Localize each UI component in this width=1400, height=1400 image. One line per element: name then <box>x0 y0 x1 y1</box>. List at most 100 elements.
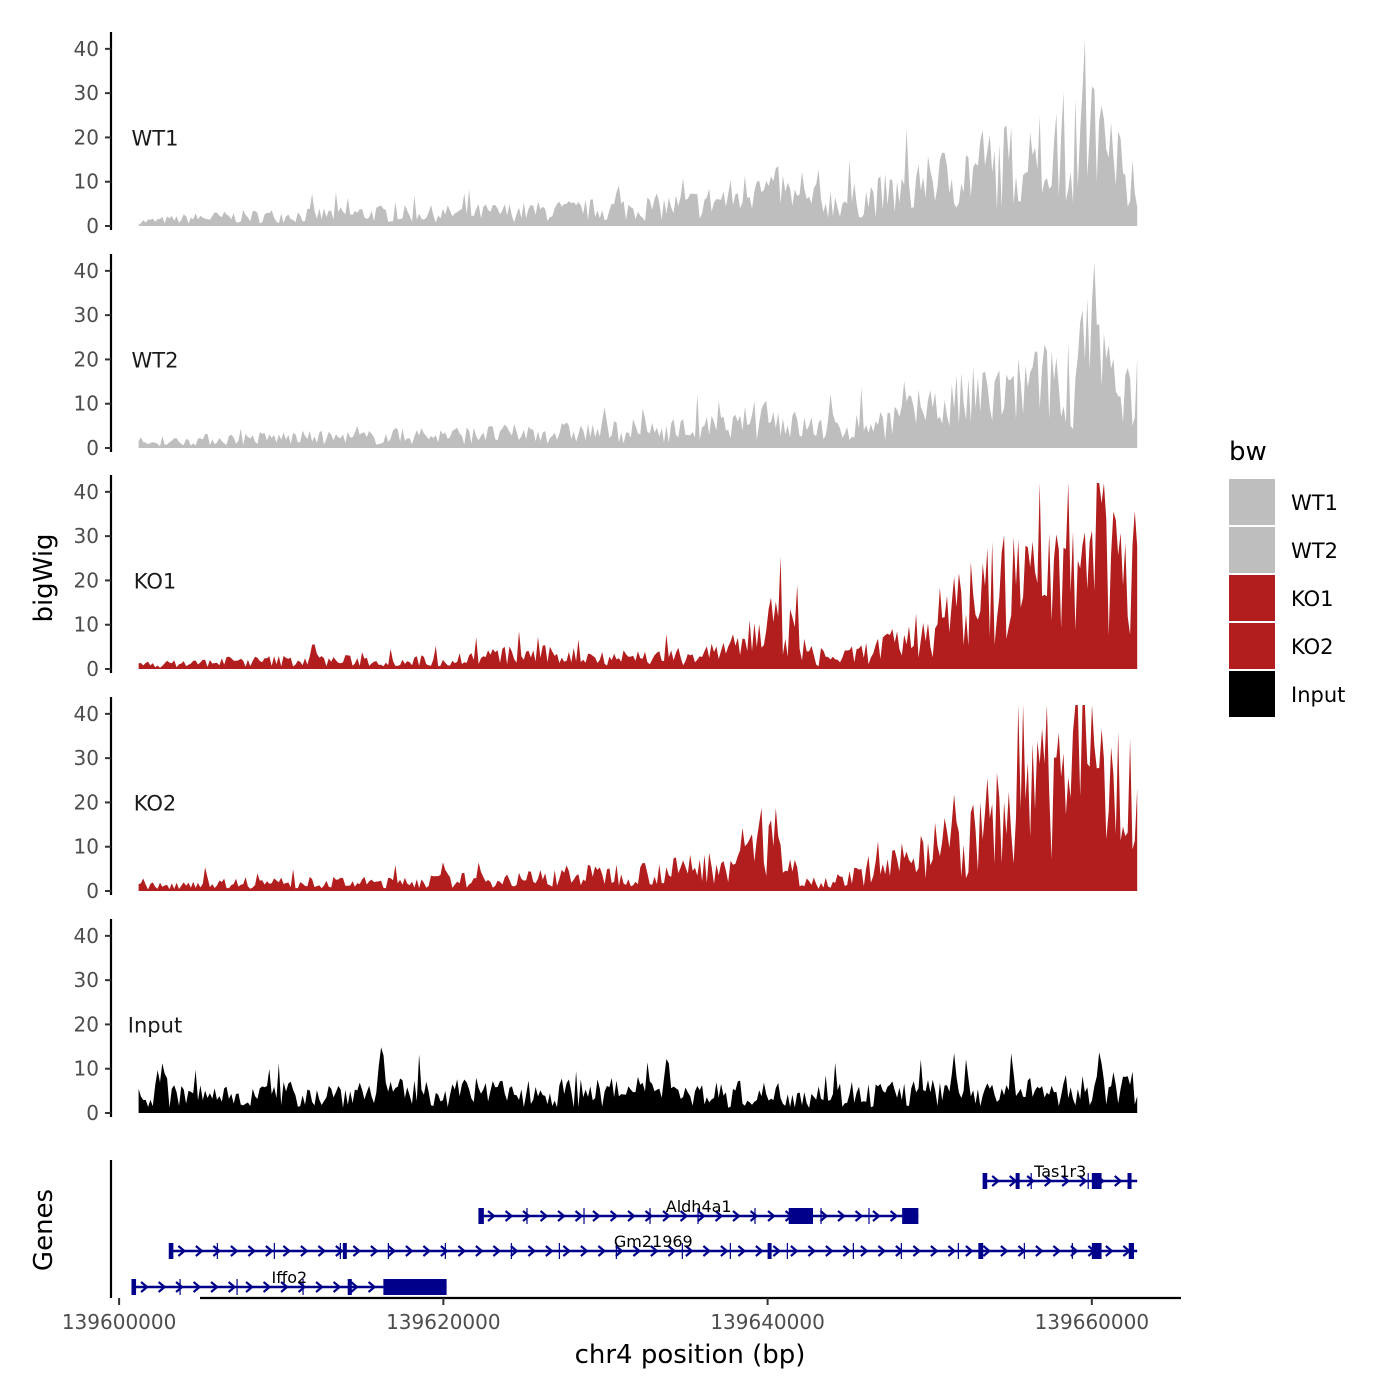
strand-arrow <box>1026 1175 1035 1187</box>
exon <box>347 1279 352 1295</box>
strand-arrow <box>930 1245 939 1257</box>
strand-arrow <box>562 1245 572 1257</box>
strand-arrow <box>837 1210 846 1222</box>
strand-arrow <box>539 1210 549 1222</box>
y-tick-label: 40 <box>74 702 99 726</box>
coverage-area-ko1 <box>138 483 1138 669</box>
exon <box>342 1243 347 1259</box>
coverage-area-wt2 <box>138 262 1138 448</box>
bigwig-tracks: 0 10 20 30 40 WT1 0 10 20 30 40 WT2 0 10 20 30 40 KO1 0 10 2… <box>74 32 1138 1125</box>
exon <box>1127 1173 1132 1189</box>
strand-arrow <box>510 1245 519 1257</box>
strand-arrow <box>685 1245 694 1257</box>
strand-arrow <box>580 1245 589 1257</box>
exon <box>132 1279 137 1295</box>
track-label-wt2: WT2 <box>132 348 179 372</box>
x-tick-label: 139640000 <box>710 1310 825 1334</box>
strand-arrow <box>627 1210 636 1222</box>
strand-arrow <box>422 1245 432 1257</box>
y-tick-label: 10 <box>74 835 99 859</box>
strand-arrow <box>280 1281 289 1293</box>
strand-arrow <box>632 1245 642 1257</box>
strand-arrow <box>297 1281 307 1293</box>
strand-arrow <box>825 1245 834 1257</box>
genes-axis-title: Genes <box>29 1189 59 1271</box>
exon <box>902 1208 919 1224</box>
x-axis-title: chr4 position (bp) <box>575 1340 806 1370</box>
exon <box>1015 1173 1020 1189</box>
y-tick-label: 40 <box>74 259 99 283</box>
y-tick-label: 40 <box>74 480 99 504</box>
strand-arrow <box>475 1245 484 1257</box>
strand-arrow <box>860 1245 869 1257</box>
strand-arrow <box>662 1210 671 1222</box>
y-tick-label: 0 <box>86 436 99 460</box>
exon <box>788 1208 813 1224</box>
strand-arrow <box>842 1245 852 1257</box>
strand-arrow <box>679 1210 689 1222</box>
strand-arrow <box>667 1245 677 1257</box>
strand-arrow <box>245 1281 254 1293</box>
strand-arrow <box>877 1245 887 1257</box>
strand-arrow <box>492 1245 502 1257</box>
gene-label: Aldh4a1 <box>666 1197 732 1216</box>
exon <box>169 1243 174 1259</box>
gene-gm21969: Gm21969 <box>168 1232 1138 1259</box>
track-wt1: 0 10 20 30 40 WT1 <box>74 32 1138 238</box>
strand-arrow <box>965 1245 974 1257</box>
y-tick-label: 0 <box>86 1101 99 1125</box>
strand-arrow <box>192 1281 202 1293</box>
strand-arrow <box>352 1245 362 1257</box>
strand-arrow <box>947 1245 957 1257</box>
exon <box>983 1173 988 1189</box>
strand-arrow <box>1044 1175 1053 1187</box>
strand-arrow <box>592 1210 601 1222</box>
y-tick-label: 0 <box>86 879 99 903</box>
strand-arrow <box>991 1175 1000 1187</box>
strand-arrow <box>212 1245 222 1257</box>
strand-arrow <box>262 1281 272 1293</box>
legend-label-wt2: WT2 <box>1291 539 1338 563</box>
strand-arrow <box>889 1210 899 1222</box>
strand-arrow <box>367 1281 377 1293</box>
y-tick-label: 10 <box>74 1057 99 1081</box>
gene-label: Gm21969 <box>614 1232 693 1251</box>
track-label-ko1: KO1 <box>134 569 177 593</box>
y-tick-label: 40 <box>74 37 99 61</box>
strand-arrow <box>227 1281 237 1293</box>
legend: bw WT1 WT2 KO1 KO2 Input <box>1229 437 1345 717</box>
strand-arrow <box>1114 1175 1123 1187</box>
exon <box>767 1243 772 1259</box>
strand-arrow <box>300 1245 309 1257</box>
strand-arrow <box>650 1245 659 1257</box>
strand-arrow <box>755 1245 764 1257</box>
strand-arrow <box>807 1245 817 1257</box>
y-tick-label: 20 <box>74 790 99 814</box>
gene-tas1r3: Tas1r3 <box>982 1162 1138 1189</box>
strand-arrow <box>157 1281 167 1293</box>
strand-arrow <box>440 1245 449 1257</box>
y-tick-label: 10 <box>74 170 99 194</box>
strand-arrow <box>772 1245 782 1257</box>
y-axis-title: bigWig <box>29 533 59 622</box>
strand-arrow <box>737 1245 747 1257</box>
y-tick-label: 0 <box>86 214 99 238</box>
strand-arrow <box>790 1245 799 1257</box>
track-ko1: 0 10 20 30 40 KO1 <box>74 475 1138 681</box>
strand-arrow <box>720 1245 729 1257</box>
track-label-wt1: WT1 <box>132 126 179 150</box>
y-tick-label: 10 <box>74 392 99 416</box>
coverage-area-input <box>138 1047 1138 1113</box>
exon <box>1091 1173 1102 1189</box>
track-ko2: 0 10 20 30 40 KO2 <box>74 697 1138 903</box>
strand-arrow <box>574 1210 584 1222</box>
strand-arrow <box>854 1210 864 1222</box>
strand-arrow <box>527 1245 537 1257</box>
strand-arrow <box>872 1210 881 1222</box>
strand-arrow <box>504 1210 514 1222</box>
legend-key-ko2 <box>1229 623 1275 669</box>
strand-arrow <box>210 1281 219 1293</box>
strand-arrow <box>175 1281 184 1293</box>
strand-arrow <box>819 1210 829 1222</box>
